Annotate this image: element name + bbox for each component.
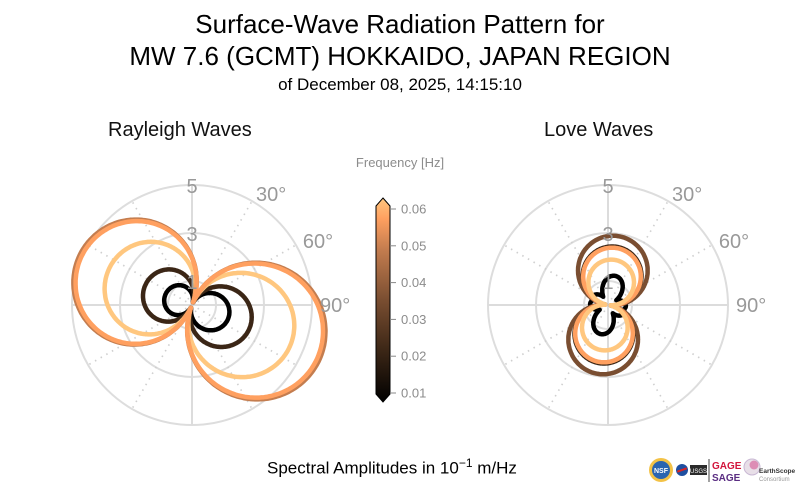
colorbar-tick-label: 0.06 <box>401 202 426 217</box>
radial-tick-label: 3 <box>602 224 613 246</box>
usgs-logo-icon: USGS <box>690 465 707 475</box>
sage-logo-text: SAGE <box>712 473 741 484</box>
colorbar-tick-label: 0.05 <box>401 238 426 253</box>
radial-tick-label: 1 <box>186 272 197 294</box>
radiation-curve-0.06 <box>76 221 323 398</box>
footer-exponent: −1 <box>459 456 473 470</box>
colorbar-label: Frequency [Hz] <box>356 155 444 170</box>
svg-text:Consortium: Consortium <box>759 477 790 483</box>
radial-tick-label: 5 <box>186 176 197 198</box>
angle-tick-label: 90° <box>320 295 350 317</box>
angle-tick-label: 90° <box>736 295 766 317</box>
radial-tick-label: 1 <box>602 272 613 294</box>
amplitude-units-label: Spectral Amplitudes in 10−1 m/Hz <box>267 456 517 479</box>
gage-logo-text: GAGE <box>712 461 742 472</box>
nasa-logo-icon <box>676 464 688 476</box>
colorbar-tick-label: 0.02 <box>401 349 426 364</box>
rayleigh-polar-plot: 1 3 5 30° 60° 90° <box>72 176 350 425</box>
angle-tick-label: 30° <box>256 184 286 206</box>
figure-canvas: 1 3 5 30° 60° 90° 1 3 5 30° 60° 90° Frequency [Hz]… <box>0 0 800 496</box>
sponsor-logos: NSF USGS GAGE SAGE EarthScope Consortium <box>648 455 798 485</box>
angle-tick-label: 60° <box>719 231 749 253</box>
footer-unit: m/Hz <box>473 459 517 478</box>
frequency-colorbar: Frequency [Hz] 0.06 0.05 0.04 0.03 0.02 0.01 <box>356 155 444 402</box>
colorbar-tick-label: 0.03 <box>401 312 426 327</box>
footer-base: 10 <box>440 459 459 478</box>
love-polar-plot: 1 3 5 30° 60° 90° <box>488 176 766 425</box>
svg-text:USGS: USGS <box>690 469 707 475</box>
svg-text:NSF: NSF <box>654 468 669 475</box>
angle-tick-label: 30° <box>672 184 702 206</box>
angle-tick-label: 60° <box>303 231 333 253</box>
colorbar-tick-label: 0.04 <box>401 275 426 290</box>
radial-tick-label: 5 <box>602 176 613 198</box>
earthscope-logo-icon: EarthScope Consortium <box>744 459 796 483</box>
colorbar-tick-label: 0.01 <box>401 386 426 401</box>
radial-tick-label: 3 <box>186 224 197 246</box>
footer-prefix: Spectral Amplitudes in <box>267 459 440 478</box>
nsf-logo-icon: NSF <box>649 458 673 482</box>
colorbar-bar <box>376 198 390 402</box>
svg-text:EarthScope: EarthScope <box>759 468 796 475</box>
